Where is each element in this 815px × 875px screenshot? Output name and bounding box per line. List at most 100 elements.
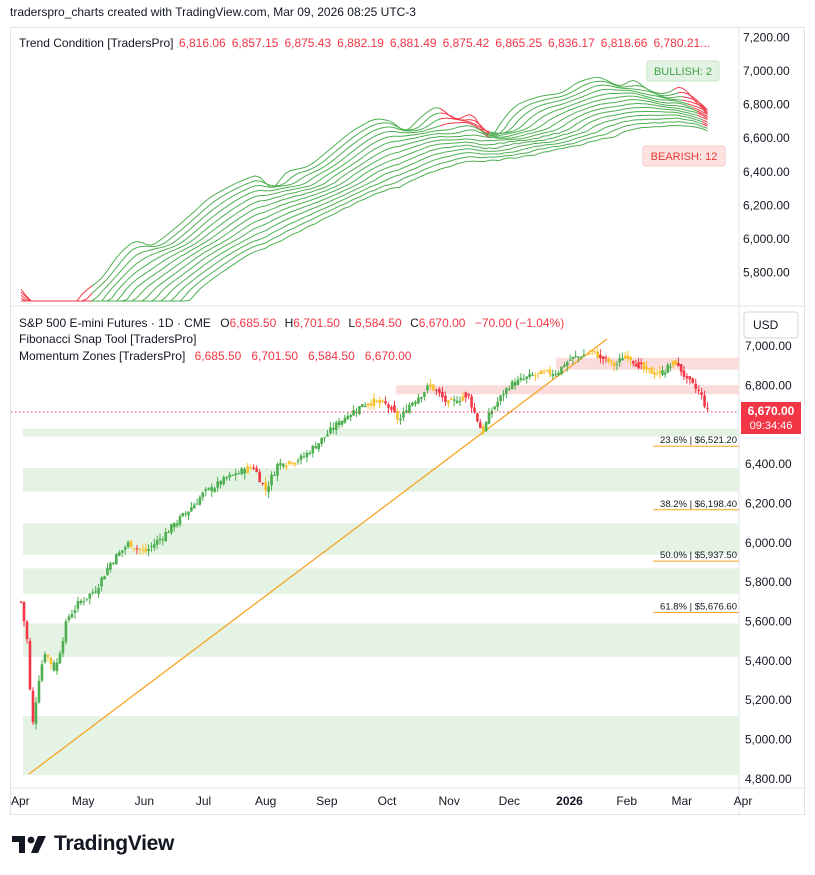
ribbon-segment bbox=[234, 186, 241, 190]
ribbon-segment bbox=[116, 251, 123, 258]
ribbon-segment bbox=[533, 126, 539, 131]
ribbon-segment bbox=[244, 230, 251, 235]
candle-body bbox=[184, 513, 187, 515]
ribbon-segment bbox=[255, 200, 261, 203]
ribbon-segment bbox=[280, 219, 286, 223]
ribbon-segment bbox=[344, 171, 351, 176]
close-value: 6,670.00 bbox=[419, 316, 466, 330]
ribbon-segment bbox=[165, 256, 172, 260]
ribbon-segment bbox=[567, 145, 573, 148]
ribbon-segment bbox=[677, 114, 683, 117]
low-value: 6,584.50 bbox=[355, 316, 402, 330]
ribbon-segment bbox=[562, 88, 569, 93]
ribbon-segment bbox=[334, 154, 341, 160]
ribbon-segment bbox=[414, 149, 420, 153]
ribbon-segment bbox=[384, 166, 390, 170]
ribbon-segment bbox=[595, 94, 601, 97]
ribbon-segment bbox=[285, 201, 291, 205]
ribbon-segment bbox=[126, 249, 133, 256]
candle-body bbox=[52, 662, 56, 671]
ribbon-segment bbox=[523, 130, 529, 133]
ribbon-segment bbox=[543, 127, 549, 131]
tradingview-logo[interactable]: TradingView bbox=[12, 832, 174, 856]
ribbon-segment bbox=[523, 104, 529, 109]
candle-body bbox=[55, 662, 59, 671]
ribbon-segment bbox=[523, 99, 529, 103]
ribbon-segment bbox=[414, 125, 420, 130]
ribbon-segment bbox=[399, 139, 405, 142]
ribbon-segment bbox=[591, 132, 597, 135]
chart-frame[interactable]: 7,200.00 7,000.00 6,800.00 6,600.00 6,400.00… bbox=[10, 27, 805, 815]
ribbon-segment bbox=[619, 87, 624, 89]
ribbon-segment bbox=[687, 100, 693, 104]
ribbon-segment bbox=[552, 121, 559, 126]
candle-body bbox=[58, 653, 62, 664]
ribbon-segment bbox=[194, 245, 201, 249]
ribbon-segment bbox=[687, 119, 693, 122]
candle-body bbox=[447, 400, 450, 404]
trendline[interactable] bbox=[28, 338, 608, 775]
top-legend[interactable]: Trend Condition [TradersPro] 6,816.06 6,8… bbox=[19, 36, 710, 50]
candle-body bbox=[46, 654, 50, 657]
ribbon-segment bbox=[275, 222, 281, 226]
ribbon-segment bbox=[199, 246, 205, 251]
ribbon-segment bbox=[184, 289, 191, 296]
ribbon-segment bbox=[464, 120, 470, 123]
ribbon-segment bbox=[229, 207, 236, 212]
ribbon-segment bbox=[239, 178, 246, 182]
ribbon-segment bbox=[444, 122, 451, 125]
ribbon-segment bbox=[605, 97, 610, 100]
ribbon-segment bbox=[384, 178, 390, 182]
ribbon-segment bbox=[697, 110, 703, 115]
ribbon-segment bbox=[285, 197, 291, 200]
ribbon-segment bbox=[214, 191, 221, 195]
ribbon-segment bbox=[151, 258, 157, 263]
candle-countdown: 09:34:46 bbox=[750, 420, 793, 432]
ribbon-segment bbox=[581, 89, 587, 93]
ribbon-segment bbox=[450, 150, 456, 152]
ribbon-segment bbox=[469, 122, 475, 127]
ribbon-segment bbox=[518, 155, 524, 159]
candle-body bbox=[645, 366, 648, 370]
candle-body bbox=[28, 640, 32, 690]
ribbon-segment bbox=[384, 141, 390, 145]
ribbon-segment bbox=[429, 133, 435, 136]
ribbon-segment bbox=[229, 200, 236, 205]
main-y-tick: 5,800.00 bbox=[745, 575, 792, 589]
ribbon-segment bbox=[234, 217, 241, 222]
ribbon-segment bbox=[305, 208, 311, 213]
ribbon-segment bbox=[354, 132, 361, 137]
candle-body bbox=[228, 474, 231, 478]
ribbon-segment bbox=[320, 152, 326, 158]
ribbon-segment bbox=[394, 157, 400, 160]
ribbon-segment bbox=[76, 294, 83, 302]
ribbon-segment bbox=[474, 134, 480, 137]
ribbon-segment bbox=[219, 234, 226, 240]
ribbon-segment bbox=[513, 150, 519, 153]
ribbon-segment bbox=[567, 99, 573, 103]
chart-svg[interactable]: 7,200.007,000.006,800.006,600.006,400.00… bbox=[11, 28, 804, 814]
ribbon-segment bbox=[141, 264, 147, 269]
ribbon-segment bbox=[250, 175, 256, 178]
main-legend[interactable]: S&P 500 E-mini Futures · 1D · CME O6,685… bbox=[19, 316, 564, 363]
ribbon-segment bbox=[605, 131, 611, 136]
ribbon-segment bbox=[562, 143, 569, 146]
ribbon-segment bbox=[538, 104, 544, 107]
currency-button[interactable]: USD bbox=[743, 311, 799, 339]
ribbon-segment bbox=[379, 156, 385, 160]
last-price-value: 6,670.00 bbox=[748, 404, 795, 418]
ribbon-segment bbox=[394, 127, 400, 130]
ribbon-segment bbox=[548, 149, 554, 153]
ribbon-segment bbox=[81, 289, 88, 295]
ribbon-segment bbox=[305, 204, 311, 208]
ribbon-segment bbox=[623, 99, 629, 102]
ribbon-segment bbox=[315, 214, 321, 219]
candle-body bbox=[626, 355, 630, 359]
ribbon-segment bbox=[389, 140, 395, 143]
ribbon-segment bbox=[229, 183, 236, 187]
candle-body bbox=[329, 427, 332, 434]
ribbon-segment bbox=[305, 168, 311, 172]
ribbon-segment bbox=[234, 224, 241, 229]
ribbon-segment bbox=[280, 208, 286, 212]
ribbon-segment bbox=[189, 243, 196, 247]
